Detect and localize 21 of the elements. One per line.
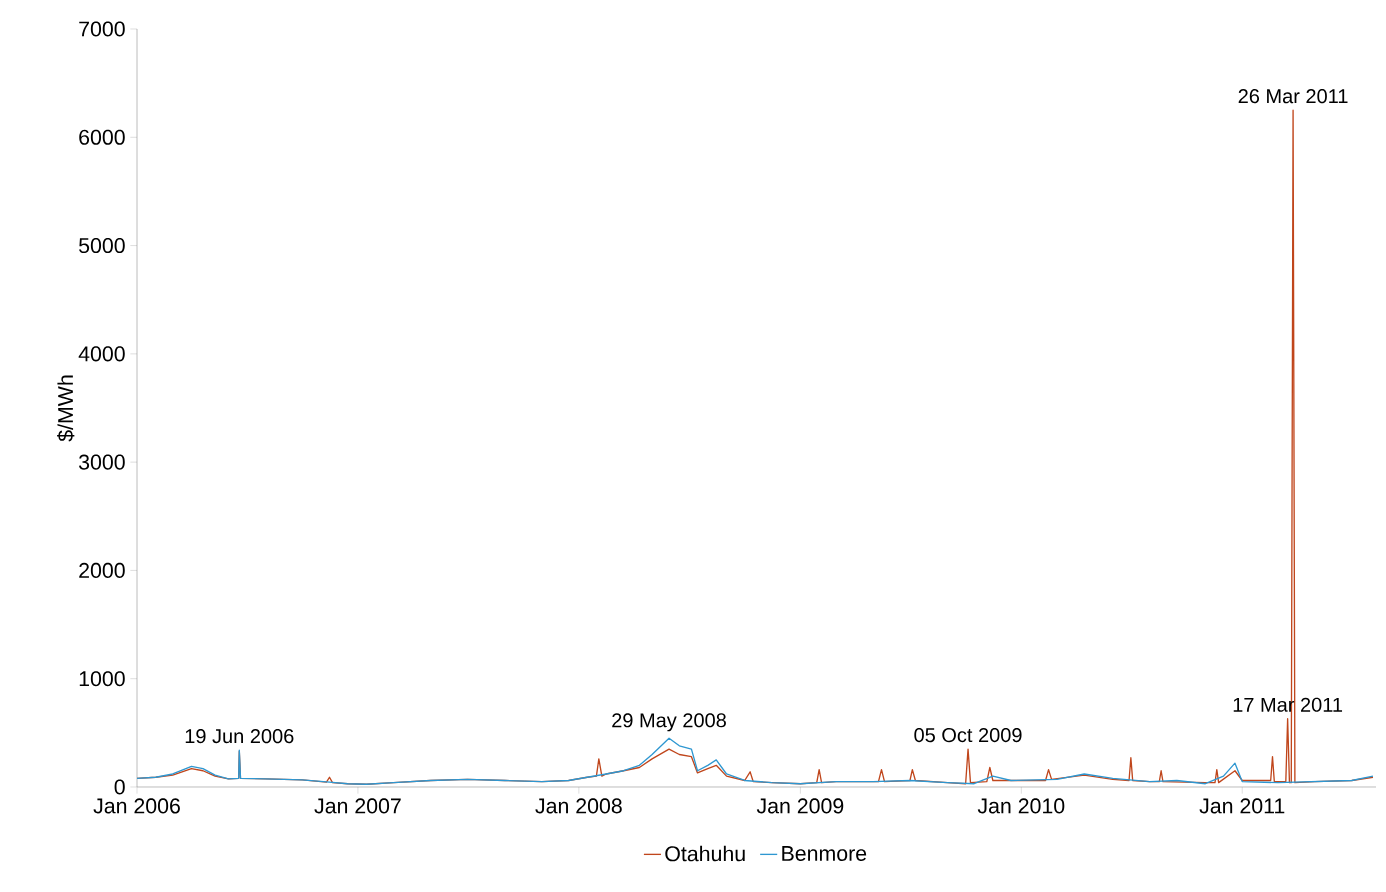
legend-label: Otahuhu <box>665 845 745 862</box>
annotation: 29 May 2008 <box>612 713 726 732</box>
x-tick-label: Jan 2009 <box>756 798 844 814</box>
y-tick-label: 4000 <box>78 346 125 362</box>
y-tick-label: 2000 <box>79 562 125 578</box>
y-tick-label: 7000 <box>79 21 125 37</box>
annotation: 05 Oct 2009 <box>914 727 1022 743</box>
y-tick-label: 0 <box>114 779 125 795</box>
annotation: 19 Jun 2006 <box>185 729 294 744</box>
y-tick-label: 3000 <box>78 454 125 470</box>
x-tick-label: Jan 2007 <box>314 798 401 814</box>
annotation: 26 Mar 2011 <box>1238 89 1348 104</box>
x-tick-label: Jan 2010 <box>977 798 1065 814</box>
y-tick-label: 1000 <box>79 671 125 687</box>
x-tick-label: Jan 2006 <box>93 798 180 814</box>
legend-label: Benmore <box>782 846 867 861</box>
y-tick-label: 6000 <box>79 129 125 145</box>
y-tick-label: 5000 <box>79 238 125 254</box>
x-tick-label: Jan 2008 <box>535 798 622 814</box>
y-axis-title: $/MWh <box>57 375 75 442</box>
x-tick-label: Jan 2011 <box>1199 798 1285 814</box>
